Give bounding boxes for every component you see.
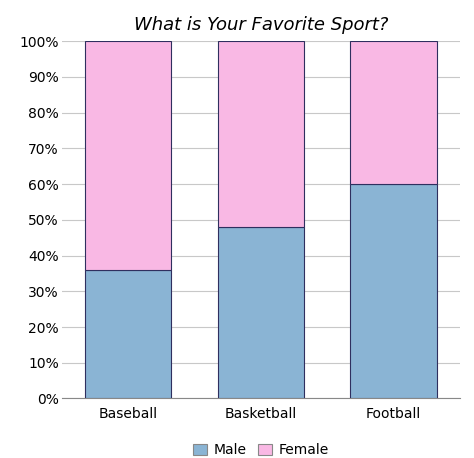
Legend: Male, Female: Male, Female bbox=[187, 437, 334, 458]
Bar bbox=[350, 41, 437, 184]
Title: What is Your Favorite Sport?: What is Your Favorite Sport? bbox=[134, 16, 388, 34]
Bar bbox=[218, 41, 304, 227]
Bar bbox=[85, 41, 171, 270]
Bar bbox=[350, 184, 437, 398]
Bar bbox=[218, 227, 304, 398]
Bar bbox=[85, 270, 171, 398]
